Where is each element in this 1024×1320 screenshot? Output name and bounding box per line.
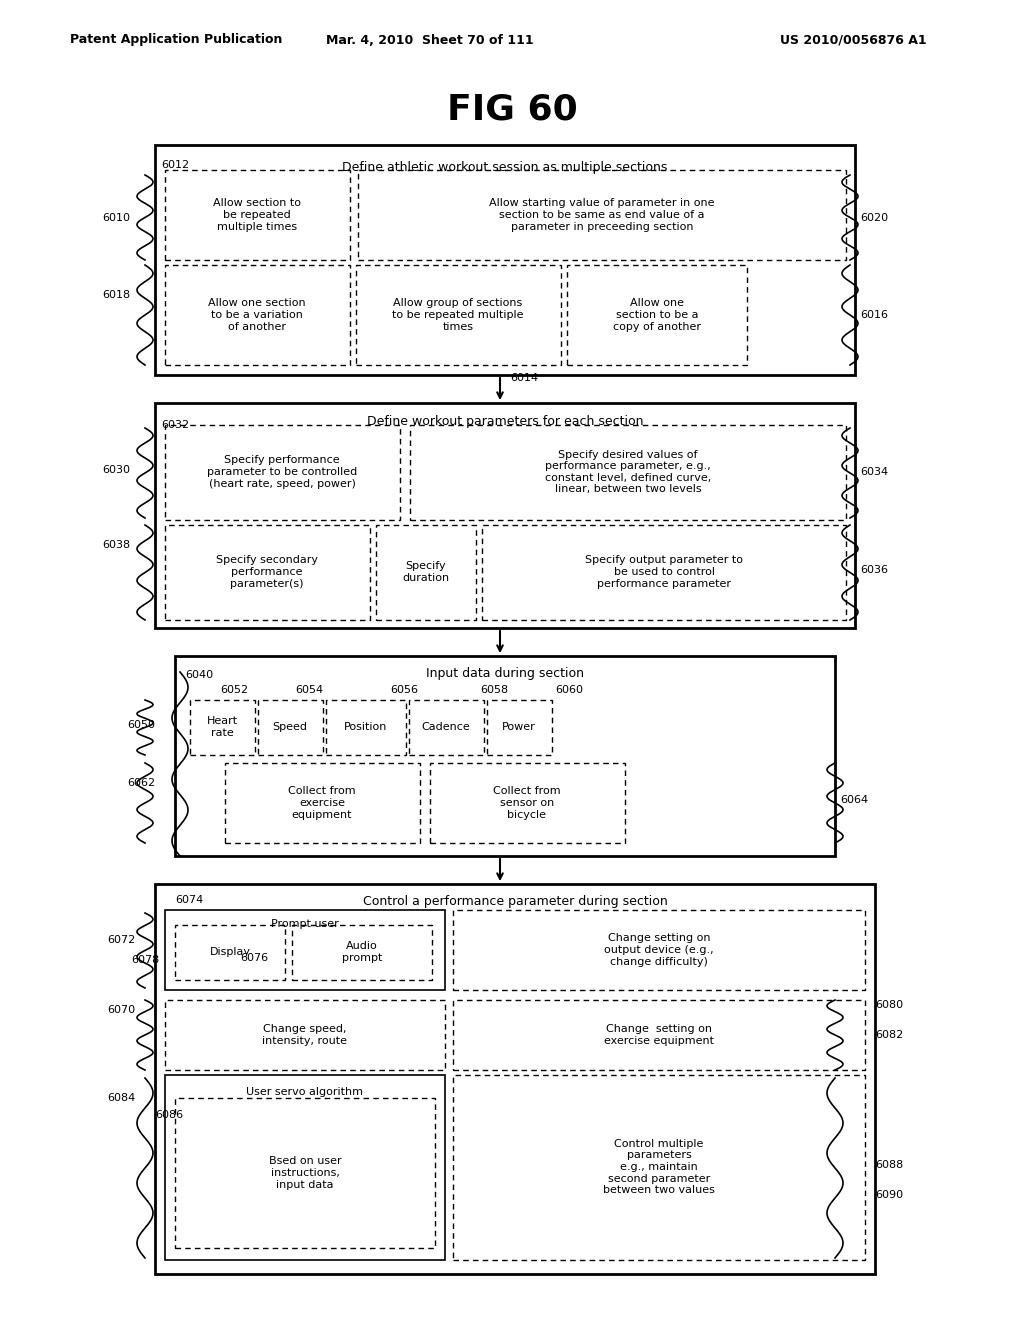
Text: Specify output parameter to
be used to control
performance parameter: Specify output parameter to be used to c… (585, 556, 743, 589)
Bar (165, 1001, 445, 1071)
Text: 6052: 6052 (220, 685, 248, 696)
Text: Bsed on user
instructions,
input data: Bsed on user instructions, input data (268, 1156, 341, 1189)
Text: Allow starting value of parameter in one
section to be same as end value of a
pa: Allow starting value of parameter in one… (489, 198, 715, 231)
Text: Position: Position (344, 722, 388, 733)
Bar (155, 884, 874, 1274)
Text: 6036: 6036 (860, 565, 888, 576)
Text: Heart
rate: Heart rate (207, 717, 238, 738)
Text: Define workout parameters for each section: Define workout parameters for each secti… (367, 414, 643, 428)
Text: 6088: 6088 (874, 1160, 903, 1170)
Bar (165, 425, 400, 520)
Bar (165, 170, 350, 260)
Text: 6072: 6072 (106, 935, 135, 945)
Text: FIG 60: FIG 60 (446, 92, 578, 127)
Bar (225, 763, 420, 843)
Text: 6030: 6030 (102, 465, 130, 475)
Text: 6032: 6032 (161, 420, 189, 430)
Bar (356, 265, 561, 366)
Text: Power: Power (502, 722, 536, 733)
Text: 6056: 6056 (390, 685, 418, 696)
Text: Mar. 4, 2010  Sheet 70 of 111: Mar. 4, 2010 Sheet 70 of 111 (327, 33, 534, 46)
Text: 6064: 6064 (840, 795, 868, 805)
Text: Allow group of sections
to be repeated multiple
times: Allow group of sections to be repeated m… (392, 298, 523, 331)
Bar (175, 1098, 435, 1247)
Text: US 2010/0056876 A1: US 2010/0056876 A1 (780, 33, 927, 46)
Text: Control a performance parameter during section: Control a performance parameter during s… (362, 895, 668, 908)
Text: Audio
prompt: Audio prompt (342, 941, 382, 962)
Text: 6060: 6060 (555, 685, 583, 696)
Text: Cadence: Cadence (422, 722, 470, 733)
Text: 6034: 6034 (860, 467, 888, 477)
Text: 6070: 6070 (106, 1005, 135, 1015)
Text: 6040: 6040 (185, 671, 213, 680)
Text: Prompt user: Prompt user (271, 919, 339, 929)
Bar (190, 700, 255, 755)
Bar (165, 1074, 445, 1261)
Text: User servo algorithm: User servo algorithm (247, 1086, 364, 1097)
Bar (453, 909, 865, 990)
Text: Change  setting on
exercise equipment: Change setting on exercise equipment (604, 1024, 714, 1045)
Text: 6074: 6074 (175, 895, 203, 906)
Bar (567, 265, 746, 366)
Text: Display: Display (210, 946, 251, 957)
Bar (165, 265, 350, 366)
Bar (292, 925, 432, 979)
Text: 6010: 6010 (102, 213, 130, 223)
Text: Change speed,
intensity, route: Change speed, intensity, route (262, 1024, 347, 1045)
Text: 6082: 6082 (874, 1030, 903, 1040)
Text: 6050: 6050 (127, 719, 155, 730)
Bar (453, 1074, 865, 1261)
Text: Specify
duration: Specify duration (402, 561, 450, 583)
Bar (482, 525, 846, 620)
Bar (358, 170, 846, 260)
Bar (409, 700, 484, 755)
Text: Specify performance
parameter to be controlled
(heart rate, speed, power): Specify performance parameter to be cont… (207, 455, 357, 488)
Text: Allow section to
be repeated
multiple times: Allow section to be repeated multiple ti… (213, 198, 301, 231)
Text: Allow one section
to be a variation
of another: Allow one section to be a variation of a… (208, 298, 306, 331)
Text: 6080: 6080 (874, 1001, 903, 1010)
Bar (175, 656, 835, 855)
Text: Specify secondary
performance
parameter(s): Specify secondary performance parameter(… (216, 556, 318, 589)
Bar (175, 925, 285, 979)
Text: 6078: 6078 (132, 954, 160, 965)
Bar (376, 525, 476, 620)
Bar (326, 700, 406, 755)
Text: Specify desired values of
performance parameter, e.g.,
constant level, defined c: Specify desired values of performance pa… (545, 450, 711, 495)
Text: 6014: 6014 (510, 374, 539, 383)
Bar (487, 700, 552, 755)
Text: 6018: 6018 (101, 290, 130, 300)
Bar (258, 700, 323, 755)
Text: 6062: 6062 (127, 777, 155, 788)
Text: Input data during section: Input data during section (426, 667, 584, 680)
Bar (165, 525, 370, 620)
Text: Define athletic workout session as multiple sections: Define athletic workout session as multi… (342, 161, 668, 173)
Bar (165, 909, 445, 990)
Text: 6054: 6054 (295, 685, 324, 696)
Text: 6020: 6020 (860, 213, 888, 223)
Text: Speed: Speed (272, 722, 307, 733)
Text: 6058: 6058 (480, 685, 508, 696)
Text: Collect from
exercise
equipment: Collect from exercise equipment (288, 787, 355, 820)
Bar (410, 425, 846, 520)
Text: 6016: 6016 (860, 310, 888, 319)
Text: 6038: 6038 (101, 540, 130, 550)
Text: Control multiple
parameters
e.g., maintain
second parameter
between two values: Control multiple parameters e.g., mainta… (603, 1139, 715, 1195)
Text: Collect from
sensor on
bicycle: Collect from sensor on bicycle (494, 787, 561, 820)
Bar (453, 1001, 865, 1071)
Text: 6084: 6084 (106, 1093, 135, 1104)
Bar (155, 145, 855, 375)
Text: Change setting on
output device (e.g.,
change difficulty): Change setting on output device (e.g., c… (604, 933, 714, 966)
Text: 6076: 6076 (240, 953, 268, 964)
Text: 6012: 6012 (161, 160, 189, 170)
Text: Allow one
section to be a
copy of another: Allow one section to be a copy of anothe… (613, 298, 701, 331)
Bar (155, 403, 855, 628)
Bar (430, 763, 625, 843)
Text: 6086: 6086 (155, 1110, 183, 1119)
Text: 6090: 6090 (874, 1191, 903, 1200)
Text: Patent Application Publication: Patent Application Publication (70, 33, 283, 46)
